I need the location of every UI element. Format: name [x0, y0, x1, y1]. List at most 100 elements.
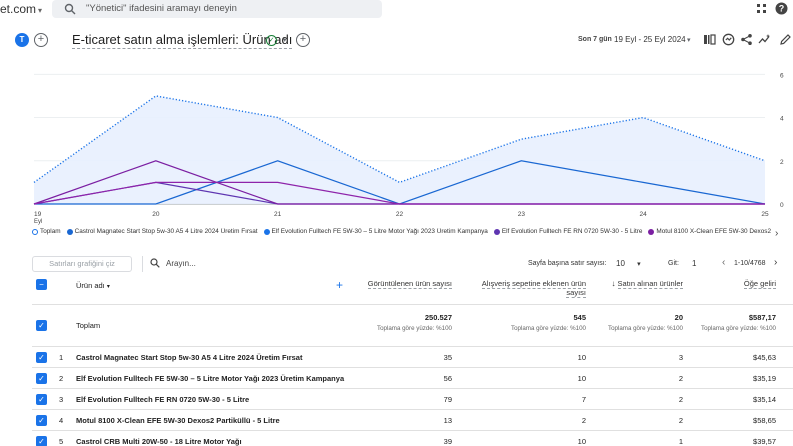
views-column-header[interactable]: Görüntülenen ürün sayısı: [356, 279, 452, 289]
product-name[interactable]: Elf Evolution Fulltech FE RN 0720 5W-30 …: [76, 395, 250, 404]
goto-page-input[interactable]: 1: [692, 259, 697, 268]
row-checkbox[interactable]: ✓: [36, 415, 47, 426]
chevron-down-icon[interactable]: ▾: [283, 37, 287, 44]
plot-rows-button[interactable]: Satırları grafiğini çiz: [32, 256, 132, 272]
top-bar: et.com ▾ "Yönetici" ifadesini aramayı den…: [0, 0, 793, 22]
table-search-input[interactable]: Arayın...: [166, 259, 196, 268]
search-icon: [150, 258, 160, 268]
legend-label: Castrol Magnatec Start Stop 5w-30 A5 4 L…: [74, 228, 258, 235]
total-cart: 545: [573, 313, 586, 322]
row-checkbox[interactable]: ✓: [36, 436, 47, 446]
page-title[interactable]: E-ticaret satın alma işlemleri: Ürün adı: [72, 32, 293, 49]
cart-value: 10: [577, 353, 586, 362]
insights-icon[interactable]: [722, 33, 735, 46]
pagination-label: 1-10/4768: [734, 260, 766, 267]
purchased-column-header[interactable]: ↓ Satın alınan ürünler: [587, 279, 683, 289]
cart-column-header[interactable]: Alışveriş sepetine eklenen ürün sayısı: [470, 279, 586, 298]
product-name[interactable]: Elf Evolution Fulltech FE 5W-30 – 5 Litr…: [76, 374, 345, 383]
row-checkbox[interactable]: ✓: [36, 373, 47, 384]
edit-pencil-icon[interactable]: [779, 33, 792, 46]
cart-value: 7: [581, 395, 586, 404]
data-table: − Ürün adı ▾ + Görüntülenen ürün sayısı …: [32, 275, 793, 446]
help-icon[interactable]: ?: [775, 2, 788, 15]
revenue-value: $39,57: [753, 437, 776, 446]
chevron-right-icon[interactable]: ›: [775, 228, 779, 239]
cart-header-label: Alışveriş sepetine eklenen ürün sayısı: [481, 279, 586, 298]
x-tick-label: 21: [274, 211, 282, 218]
date-range-picker[interactable]: 19 Eyl - 25 Eyl 2024: [614, 35, 686, 44]
prev-page-icon[interactable]: ‹: [722, 257, 726, 268]
date-range-label: Son 7 gün: [578, 36, 612, 43]
revenue-column-header[interactable]: Öğe geliri: [697, 279, 776, 289]
add-dimension-button[interactable]: +: [336, 278, 344, 292]
cart-value: 10: [577, 437, 586, 446]
next-page-icon[interactable]: ›: [774, 257, 778, 268]
row-number: 2: [59, 374, 64, 383]
add-comparison-button[interactable]: +: [34, 33, 48, 47]
purchased-value: 2: [678, 374, 683, 383]
legend-item[interactable]: Castrol Magnatec Start Stop 5w-30 A5 4 L…: [66, 228, 258, 235]
purchased-value: 3: [678, 353, 683, 362]
dimension-header-label: Ürün adı: [76, 281, 105, 290]
legend-dot-icon: [648, 228, 655, 235]
table-row[interactable]: ✓ 1 Castrol Magnatec Start Stop 5w-30 A5 4…: [32, 347, 793, 368]
total-revenue-percent: Toplama göre yüzde: %100: [701, 325, 776, 332]
total-cart-percent: Toplama göre yüzde: %100: [511, 325, 586, 332]
legend-item[interactable]: Motul 8100 X-Clean EFE 5W-30 Dexos2 Part…: [648, 228, 772, 235]
product-name[interactable]: Castrol Magnatec Start Stop 5w-30 A5 4 L…: [76, 353, 303, 362]
product-name[interactable]: Motul 8100 X-Clean EFE 5W-30 Dexos2 Part…: [76, 416, 280, 425]
account-selector[interactable]: et.com ▾: [0, 2, 42, 16]
table-header-row: − Ürün adı ▾ + Görüntülenen ürün sayısı …: [32, 275, 793, 305]
product-name[interactable]: Castrol CRB Multi 20W-50 - 18 Litre Moto…: [76, 437, 242, 446]
legend-item[interactable]: Toplam: [32, 228, 61, 235]
dimension-header[interactable]: Ürün adı ▾: [76, 281, 110, 290]
legend-item[interactable]: Elf Evolution Fulltech FE RN 0720 5W-30 …: [493, 228, 642, 235]
chevron-down-icon: ▾: [106, 284, 110, 290]
compare-columns-icon[interactable]: [703, 33, 716, 46]
chevron-down-icon[interactable]: ▾: [687, 37, 691, 44]
legend-dot-icon: [66, 228, 73, 235]
purchased-value: 2: [678, 416, 683, 425]
table-row[interactable]: ✓ 4 Motul 8100 X-Clean EFE 5W-30 Dexos2 Pa…: [32, 410, 793, 431]
search-input[interactable]: "Yönetici" ifadesini aramayı deneyin: [52, 0, 382, 18]
table-toolbar: Satırları grafiğini çiz Arayın... Sayfa …: [0, 254, 793, 274]
views-value: 39: [443, 437, 452, 446]
search-icon: [64, 3, 76, 15]
legend-label: Toplam: [40, 228, 61, 235]
total-checkbox[interactable]: ✓: [36, 320, 47, 331]
views-value: 35: [443, 353, 452, 362]
row-checkbox[interactable]: ✓: [36, 352, 47, 363]
trend-sparkle-icon[interactable]: [758, 33, 771, 46]
chevron-down-icon: ▾: [637, 261, 641, 268]
table-row[interactable]: ✓ 3 Elf Evolution Fulltech FE RN 0720 5W-3…: [32, 389, 793, 410]
legend-label: Elf Evolution Fulltech FE 5W-30 – 5 Litr…: [271, 228, 488, 235]
select-all-checkbox[interactable]: −: [36, 279, 47, 290]
share-icon[interactable]: [740, 33, 753, 46]
rows-per-page-value: 10: [616, 259, 625, 268]
table-row[interactable]: ✓ 2 Elf Evolution Fulltech FE 5W-30 – 5 Li…: [32, 368, 793, 389]
rows-per-page-select[interactable]: 10 ▾: [616, 259, 641, 268]
purchased-value: 2: [678, 395, 683, 404]
x-tick-label: 25: [761, 211, 769, 218]
legend-dot-icon: [32, 228, 38, 235]
table-row[interactable]: ✓ 5 Castrol CRB Multi 20W-50 - 18 Litre Mo…: [32, 431, 793, 446]
views-value: 56: [443, 374, 452, 383]
x-tick-label: 24: [640, 211, 648, 218]
legend-item[interactable]: Elf Evolution Fulltech FE 5W-30 – 5 Litr…: [263, 228, 488, 235]
apps-grid-icon[interactable]: [756, 3, 768, 15]
chart-legend: Toplam Castrol Magnatec Start Stop 5w-30 …: [32, 228, 772, 240]
account-name: et.com: [0, 2, 37, 16]
row-number: 4: [59, 416, 64, 425]
row-checkbox[interactable]: ✓: [36, 394, 47, 405]
add-filter-button[interactable]: +: [296, 33, 310, 47]
y-tick-label: 6: [780, 72, 784, 79]
x-tick-label: 22: [396, 211, 404, 218]
avatar[interactable]: T: [15, 33, 29, 47]
check-circle-icon: ✓: [266, 35, 277, 46]
revenue-value: $45,63: [753, 353, 776, 362]
purchased-value: 1: [678, 437, 683, 446]
svg-text:?: ?: [779, 4, 785, 14]
y-tick-label: 4: [780, 116, 784, 123]
total-views: 250.527: [424, 313, 452, 322]
